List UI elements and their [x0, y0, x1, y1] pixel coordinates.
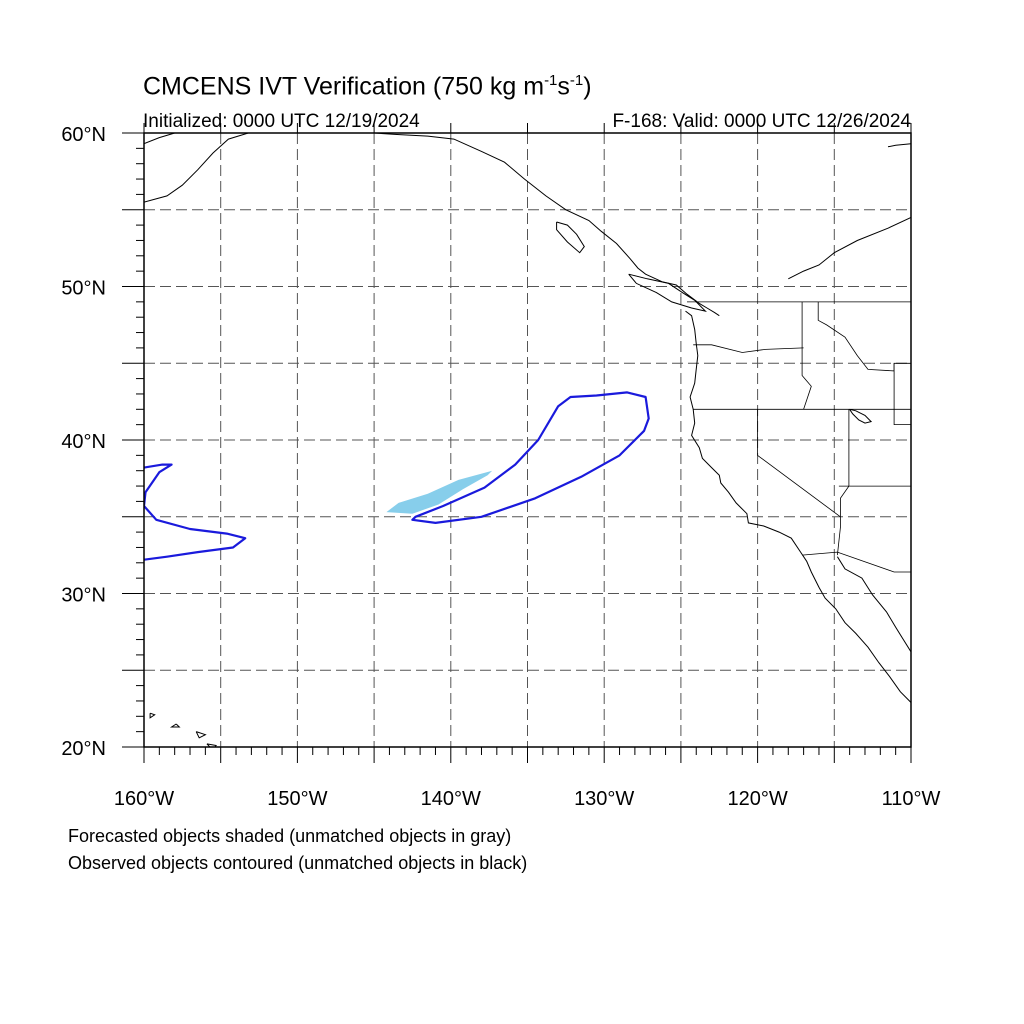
legend-observed-note: Observed objects contoured (unmatched ob…: [68, 853, 528, 873]
observed-ivt-contour: [144, 463, 247, 561]
coastline-segment: [628, 273, 707, 312]
graticule: [144, 133, 911, 747]
title-superscript-1: -1: [544, 72, 558, 89]
border-segment: [693, 344, 804, 353]
border-segment: [840, 409, 850, 517]
forecast-ivt-object: [386, 470, 493, 514]
political-borders: [687, 301, 911, 573]
border-segment: [893, 363, 911, 426]
lat-label: 20°N: [61, 738, 106, 760]
longitude-labels: 160°W 150°W 140°W 130°W 120°W 110°W: [114, 788, 941, 810]
coastline-segment: [206, 743, 217, 747]
observed-objects: [144, 391, 650, 561]
coastline-segment: [144, 133, 175, 145]
coastline-segment: [788, 216, 911, 280]
coastline-segment: [195, 731, 207, 739]
latitude-labels: 60°N 50°N 40°N 30°N 20°N: [61, 124, 106, 760]
coastline-segment: [556, 221, 585, 254]
valid-time: F-168: Valid: 0000 UTC 12/26/2024: [612, 111, 911, 132]
border-segment: [817, 301, 911, 372]
coastline-segment: [374, 133, 720, 317]
initialized-time: Initialized: 0000 UTC 12/19/2024: [143, 111, 420, 132]
coastline-segment: [849, 408, 873, 424]
lon-label: 130°W: [574, 788, 634, 810]
legend-forecast-note: Forecasted objects shaded (unmatched obj…: [68, 826, 512, 846]
plot-frame: [143, 132, 912, 748]
lon-label: 120°W: [727, 788, 787, 810]
title-close-paren: ): [583, 72, 592, 101]
coastline-segment: [169, 723, 181, 728]
lon-label: 160°W: [114, 788, 174, 810]
title-text: CMCENS IVT Verification (750 kg m: [143, 72, 545, 101]
coastline-segment: [836, 556, 911, 653]
border-segment: [802, 551, 911, 573]
lat-label: 30°N: [61, 585, 106, 607]
border-segment: [801, 301, 812, 410]
lon-label: 150°W: [267, 788, 327, 810]
chart-title: CMCENS IVT Verification (750 kg m-1s-1): [143, 72, 592, 101]
coastlines: [144, 133, 911, 747]
coastline-segment: [149, 712, 156, 719]
lat-label: 50°N: [61, 278, 106, 300]
lon-label: 110°W: [882, 788, 941, 810]
title-superscript-2: -1: [569, 72, 584, 89]
forecast-objects: [386, 470, 493, 514]
coastline-segment: [685, 310, 911, 703]
title-unit-s: s: [557, 72, 570, 101]
coastline-segment: [887, 143, 911, 148]
lon-label: 140°W: [421, 788, 481, 810]
lat-label: 60°N: [61, 124, 106, 146]
coastline-segment: [144, 133, 249, 203]
observed-ivt-contour: [411, 391, 650, 525]
border-segment: [757, 409, 841, 556]
axis-ticks: [122, 123, 912, 763]
lat-label: 40°N: [61, 431, 106, 453]
